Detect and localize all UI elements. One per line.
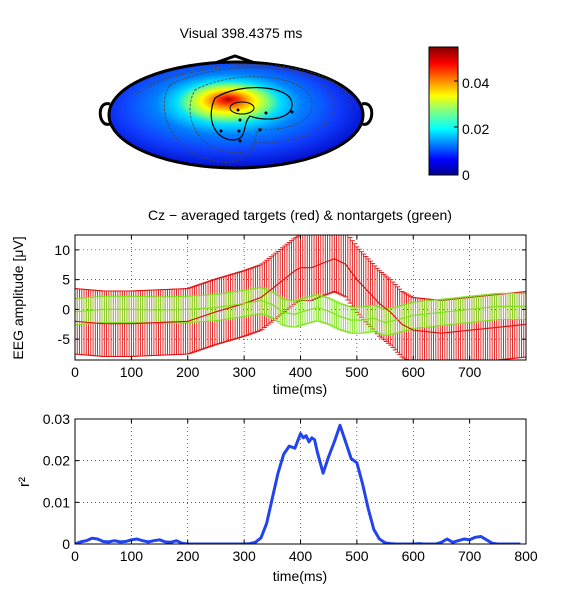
scalp-contours [134,64,359,163]
y-tick-label: 0 [62,536,70,552]
x-tick-label: 0 [71,364,79,380]
r2-ticks: 0 100 200 300 400 500 600 700 800 0 0.01 0.02 0.03 [43,411,538,564]
colorbar: 0.04 0.02 0 [428,46,489,183]
erp-xlabel: time(ms) [273,381,327,397]
x-tick-label: 800 [514,548,538,564]
y-tick-label: 0.03 [43,411,70,427]
targets-errorbars [75,235,526,360]
r2-xlabel: time(ms) [273,568,327,584]
colorbar-tick-label: 0 [462,167,470,183]
y-tick-label: 0.01 [43,494,70,510]
x-tick-label: 700 [458,548,482,564]
y-tick-label: -5 [58,331,71,347]
erp-errorbars [75,235,526,360]
erp-lines [75,258,526,334]
colorbar-ticks [454,80,458,128]
erp-ylabel: EEG amplitude [μV] [10,236,26,359]
x-tick-label: 600 [402,364,426,380]
erp-ticks: 0 100 200 300 400 500 600 700 -5 0 5 10 [54,235,526,380]
right-ear-icon [361,102,374,126]
x-tick-label: 500 [345,548,369,564]
topoplot-panel: Visual 398.4375 ms [98,25,489,183]
r2-lines [75,423,521,544]
x-tick-label: 600 [402,548,426,564]
x-tick-label: 200 [176,548,200,564]
nose-icon [214,54,256,65]
x-tick-label: 0 [71,548,79,564]
topoplot-title: Visual 398.4375 ms [180,25,303,41]
electrodes [219,108,294,143]
x-tick-label: 100 [120,548,144,564]
x-tick-label: 500 [345,364,369,380]
x-tick-label: 700 [458,364,482,380]
x-tick-label: 300 [232,548,256,564]
erp-title: Cz − averaged targets (red) & nontargets… [148,207,452,223]
colorbar-tick-label: 0.02 [462,121,489,137]
scalp-map [107,60,365,170]
r2-ylabel: r² [16,477,33,487]
x-tick-label: 100 [120,364,144,380]
x-tick-label: 300 [232,364,256,380]
y-tick-label: 0 [62,301,70,317]
r2-line [75,423,521,544]
x-tick-label: 200 [176,364,200,380]
y-tick-label: 5 [62,272,70,288]
targets-mean-line [75,258,526,334]
nontargets-mean-line [75,299,526,324]
x-tick-label: 400 [289,548,313,564]
y-tick-label: 0.02 [43,453,70,469]
erp-panel: Cz − averaged targets (red) & nontargets… [10,207,527,397]
left-ear-icon [98,102,111,126]
y-tick-label: 10 [54,242,70,258]
r2-panel: 0 100 200 300 400 500 600 700 800 0 0.01 0.02 0.03 t… [16,411,538,584]
colorbar-tick-label: 0.04 [462,75,489,91]
x-tick-label: 400 [289,364,313,380]
